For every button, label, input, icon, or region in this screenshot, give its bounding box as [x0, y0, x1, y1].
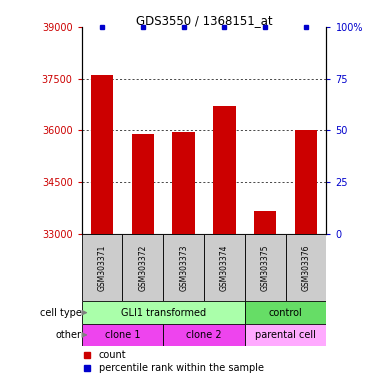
Text: percentile rank within the sample: percentile rank within the sample: [99, 363, 264, 373]
Text: control: control: [269, 308, 302, 318]
Text: GSM303376: GSM303376: [302, 245, 311, 291]
Bar: [245, 234, 286, 301]
Bar: [173, 132, 195, 234]
Bar: [204, 234, 245, 301]
Bar: [82, 301, 245, 324]
Bar: [163, 324, 245, 346]
Bar: [132, 134, 154, 234]
Bar: [82, 324, 163, 346]
Bar: [245, 301, 326, 324]
Text: GSM303371: GSM303371: [98, 245, 106, 291]
Bar: [122, 234, 163, 301]
Text: parental cell: parental cell: [255, 330, 316, 340]
Text: GSM303374: GSM303374: [220, 245, 229, 291]
Text: count: count: [99, 349, 127, 359]
Bar: [213, 106, 236, 234]
Bar: [82, 234, 122, 301]
Text: clone 2: clone 2: [186, 330, 222, 340]
Title: GDS3550 / 1368151_at: GDS3550 / 1368151_at: [136, 14, 272, 27]
Text: cell type: cell type: [40, 308, 82, 318]
Bar: [295, 130, 317, 234]
Bar: [245, 324, 326, 346]
Text: GSM303373: GSM303373: [179, 245, 188, 291]
Bar: [286, 234, 326, 301]
Bar: [254, 212, 276, 234]
Text: GSM303372: GSM303372: [138, 245, 147, 291]
Text: GSM303375: GSM303375: [261, 245, 270, 291]
Text: GLI1 transformed: GLI1 transformed: [121, 308, 206, 318]
Bar: [91, 75, 113, 234]
Text: other: other: [56, 330, 82, 340]
Text: clone 1: clone 1: [105, 330, 140, 340]
Bar: [163, 234, 204, 301]
